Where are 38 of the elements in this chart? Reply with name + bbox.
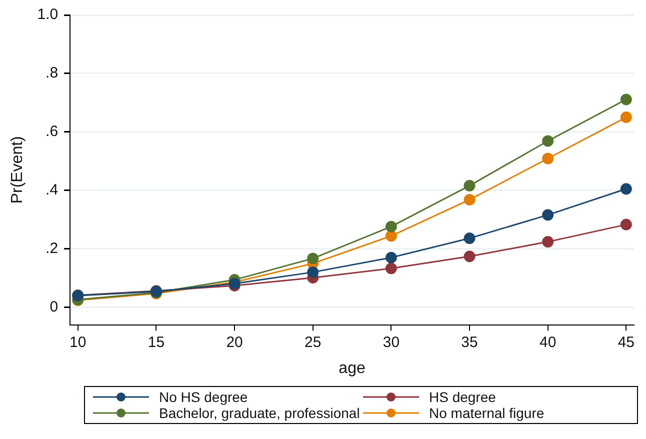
point — [620, 94, 632, 106]
y-tick-label: .6 — [46, 123, 58, 140]
point — [385, 252, 397, 264]
point — [385, 220, 397, 232]
x-tick-label: 10 — [70, 334, 86, 351]
x-tick-label: 30 — [382, 334, 400, 351]
x-tick-label: 45 — [618, 334, 635, 351]
point — [385, 262, 397, 274]
point — [542, 135, 554, 147]
point — [385, 230, 397, 242]
x-tick-label: 20 — [226, 334, 243, 351]
legend-label: No HS degree — [159, 389, 248, 405]
point — [464, 250, 476, 262]
point — [620, 112, 632, 124]
y-tick-label: 0 — [50, 298, 58, 316]
legend-label: HS degree — [429, 389, 496, 405]
y-tick-label: .4 — [46, 182, 58, 198]
x-tick-label: 25 — [304, 334, 322, 351]
point — [464, 194, 476, 206]
point — [542, 209, 554, 221]
x-tick-label: 35 — [461, 334, 478, 351]
x-tick-label: 15 — [148, 334, 165, 351]
point — [307, 252, 319, 264]
point — [542, 236, 554, 248]
y-axis-title: Pr(Event) — [9, 136, 26, 204]
point — [464, 232, 476, 244]
point — [620, 183, 632, 195]
point — [620, 218, 632, 230]
y-tick-label: .2 — [46, 240, 58, 257]
point — [464, 180, 476, 192]
x-tick-label: 40 — [540, 334, 556, 351]
y-tick-label: 1.0 — [37, 6, 58, 24]
legend-label: Bachelor, graduate, professional — [159, 405, 360, 421]
y-tick-label: .8 — [46, 64, 58, 82]
x-axis-title: age — [338, 360, 366, 377]
legend-label: No maternal figure — [429, 405, 544, 421]
point — [542, 152, 554, 164]
point — [307, 266, 319, 278]
